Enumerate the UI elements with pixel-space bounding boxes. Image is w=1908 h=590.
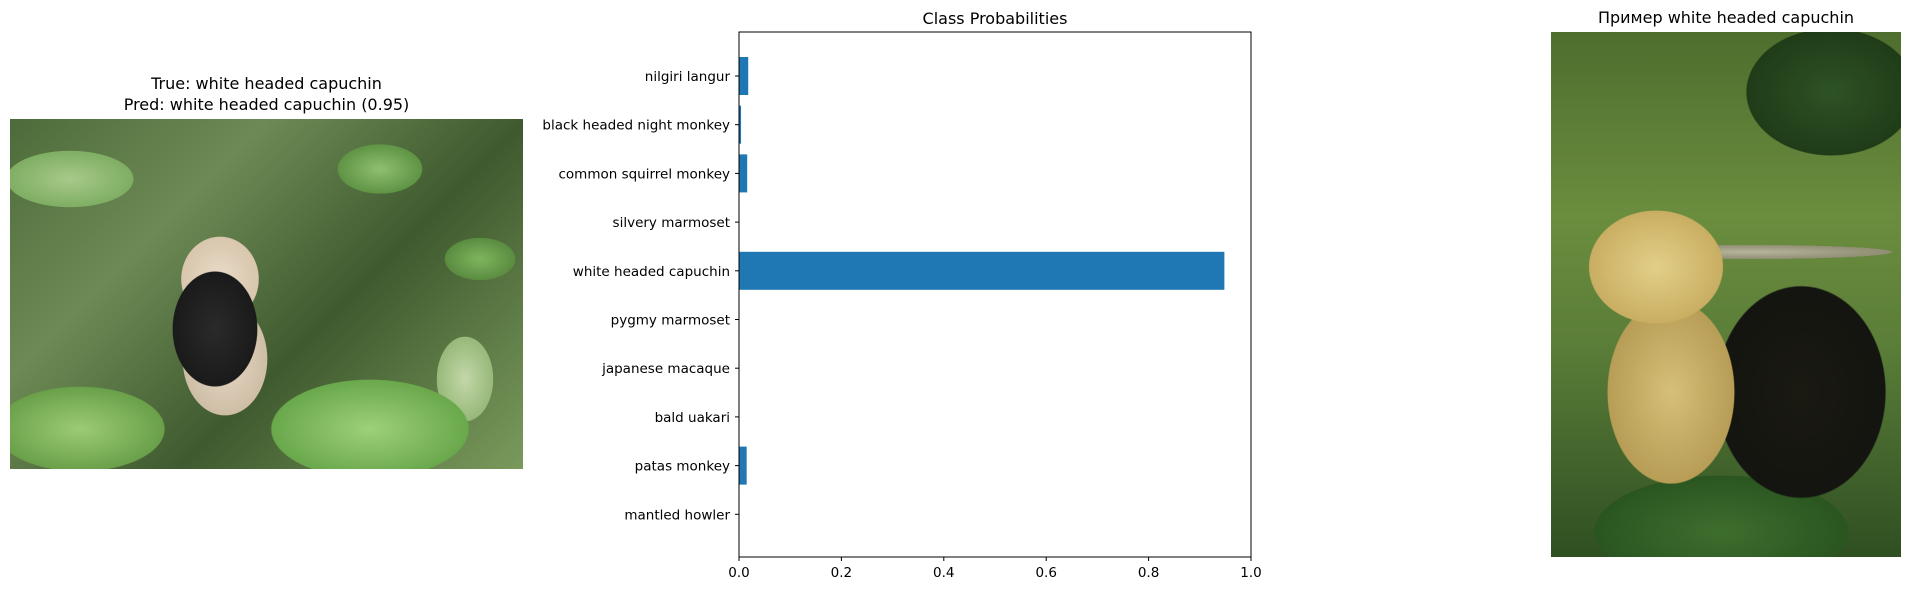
plot-frame <box>738 31 1252 558</box>
bar-white-headed-capuchin <box>739 251 1225 290</box>
x-tick-label: 1.0 <box>1240 565 1261 581</box>
y-tick-label: mantled howler <box>624 507 730 523</box>
bar-nilgiri-langur <box>739 57 749 95</box>
y-tick-label: silvery marmoset <box>613 215 730 231</box>
left-title-true: True: white headed capuchin <box>151 74 382 93</box>
y-tick-label: white headed capuchin <box>573 264 730 280</box>
y-tick-label: common squirrel monkey <box>558 166 730 182</box>
left-title-pred: Pred: white headed capuchin (0.95) <box>123 95 410 114</box>
y-tick-label: black headed night monkey <box>542 118 730 134</box>
y-tick-label: japanese macaque <box>601 361 730 377</box>
x-tick-label: 0.6 <box>1035 565 1056 581</box>
right-title: Пример white headed capuchin <box>1597 8 1855 27</box>
chart-title: Class Probabilities <box>923 9 1068 28</box>
x-tick-label: 0.0 <box>728 565 749 581</box>
y-tick-label: bald uakari <box>655 410 730 426</box>
bar-patas-monkey <box>739 446 747 485</box>
y-tick-label: patas monkey <box>635 459 730 475</box>
y-tick-label: pygmy marmoset <box>611 313 730 329</box>
x-tick-label: 0.2 <box>831 565 852 581</box>
x-tick-label: 0.4 <box>933 565 954 581</box>
capuchin-sample-photo <box>10 119 523 469</box>
capuchin-example-photo <box>1551 32 1901 557</box>
bar-black-headed-night-monkey <box>739 105 742 144</box>
bar-common-squirrel-monkey <box>739 154 748 193</box>
x-tick-label: 0.8 <box>1138 565 1159 581</box>
y-tick-label: nilgiri langur <box>645 69 731 85</box>
